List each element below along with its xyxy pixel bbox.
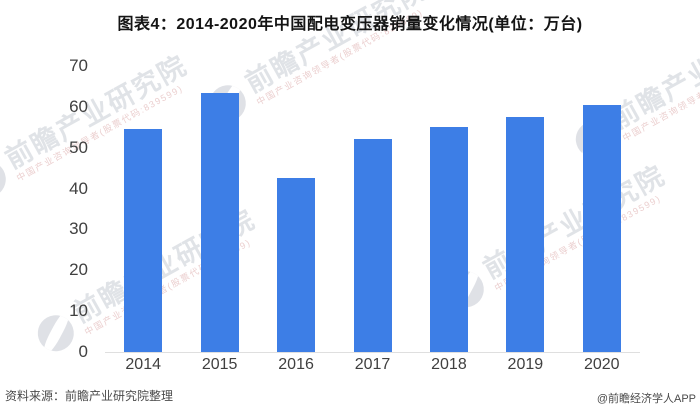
x-tick-label: 2014 — [125, 356, 161, 373]
bar-2018 — [429, 127, 468, 352]
y-tick-label: 60 — [69, 96, 88, 116]
bar-2017 — [353, 138, 392, 352]
x-axis: 2014 2015 2016 2017 2018 2019 2020 — [105, 356, 640, 376]
bar-2019 — [506, 116, 545, 352]
x-axis-line — [105, 352, 640, 353]
source-note: 资料来源：前瞻产业研究院整理 — [5, 389, 174, 403]
x-tick-label: 2020 — [583, 356, 620, 373]
x-tick-label: 2015 — [201, 356, 238, 373]
x-tick-label: 2019 — [507, 356, 544, 373]
brand-credit: @前瞻经济学人APP — [596, 393, 696, 405]
bar-2015 — [200, 92, 239, 352]
y-tick-label: 20 — [69, 260, 88, 280]
page-title: 图表4：2014-2020年中国配电变压器销量变化情况(单位：万台) — [117, 16, 583, 33]
y-tick-label: 50 — [69, 137, 88, 157]
plot-area — [105, 66, 640, 353]
y-axis: 0 10 20 30 40 50 60 70 — [0, 56, 88, 361]
bar-2014 — [124, 128, 163, 352]
y-tick-label: 70 — [69, 56, 88, 75]
y-tick-label: 30 — [69, 219, 88, 239]
bar-2016 — [277, 177, 316, 352]
y-tick-label: 0 — [78, 342, 88, 361]
bar-2020 — [582, 105, 621, 352]
y-tick-label: 40 — [69, 178, 88, 198]
y-tick-label: 10 — [69, 301, 88, 321]
x-tick-label: 2018 — [431, 356, 467, 373]
x-tick-label: 2016 — [278, 356, 314, 373]
x-tick-label: 2017 — [354, 356, 391, 373]
